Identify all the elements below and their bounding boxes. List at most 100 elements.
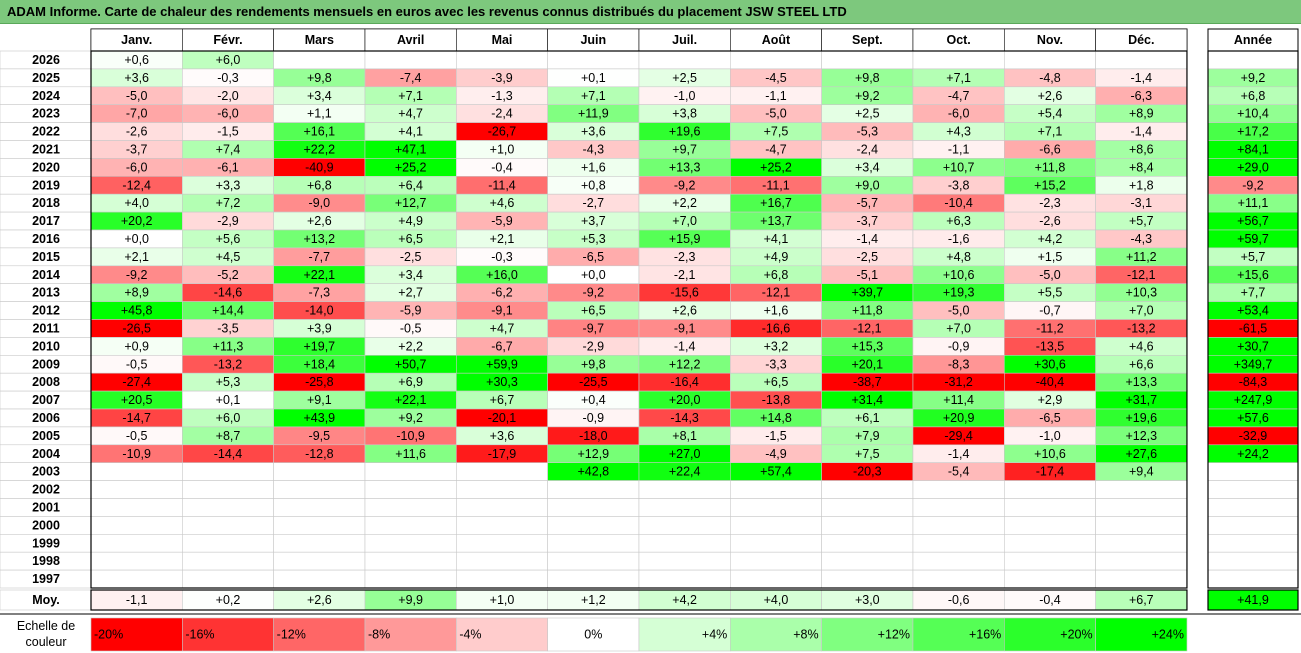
scale-label-line2: couleur <box>26 635 67 649</box>
cell-value: +6,9 <box>398 375 423 389</box>
cell-value: -2,6 <box>1039 214 1061 228</box>
cell-value: +1,8 <box>1129 178 1154 192</box>
cell-value: +5,3 <box>216 375 241 389</box>
cell-value: -9,1 <box>491 304 513 318</box>
year-label: 2013 <box>32 286 60 300</box>
cell-value: -5,2 <box>217 268 239 282</box>
heatmap-cell <box>273 462 366 481</box>
cell-value: +4,9 <box>398 214 423 228</box>
year-total-value: +6,8 <box>1241 89 1266 103</box>
heatmap-cell <box>1003 569 1096 589</box>
cell-value: +22,1 <box>395 393 427 407</box>
cell-value: +4,7 <box>398 107 423 121</box>
avg-value: +1,0 <box>490 593 515 607</box>
month-header-label: Janv. <box>121 33 152 47</box>
cell-value: +9,7 <box>672 142 697 156</box>
cell-value: +8,9 <box>1129 107 1154 121</box>
cell-value: -1,4 <box>1131 71 1153 85</box>
heatmap-cell <box>821 569 914 589</box>
heatmap-cell <box>821 533 914 553</box>
heatmap-cell <box>456 533 548 553</box>
cell-value: -6,7 <box>491 339 513 353</box>
heatmap-cell <box>456 551 548 571</box>
year-total-cell <box>1207 480 1299 499</box>
cell-value: +4,5 <box>216 250 241 264</box>
month-header-label: Févr. <box>213 33 242 47</box>
cell-value: +18,4 <box>304 357 336 371</box>
year-total-value: +17,2 <box>1237 125 1269 139</box>
cell-value: -1,4 <box>857 232 879 246</box>
cell-value: -12,8 <box>305 447 334 461</box>
heatmap-cell <box>364 533 457 553</box>
year-total-value: +57,6 <box>1237 411 1269 425</box>
cell-value: +22,1 <box>304 268 336 282</box>
year-total-value: +9,2 <box>1241 71 1266 85</box>
cell-value: +6,1 <box>855 411 880 425</box>
cell-value: +8,6 <box>1129 142 1154 156</box>
year-total-value: +24,2 <box>1237 447 1269 461</box>
avg-total-value: +41,9 <box>1237 593 1269 607</box>
cell-value: +31,4 <box>851 393 883 407</box>
cell-value: -4,5 <box>765 71 787 85</box>
heatmap-cell <box>912 533 1005 553</box>
cell-value: -6,0 <box>948 107 970 121</box>
cell-value: +11,9 <box>578 107 609 121</box>
year-total-value: +29,0 <box>1237 160 1269 174</box>
cell-value: -5,3 <box>857 125 879 139</box>
cell-value: +13,3 <box>1125 375 1157 389</box>
cell-value: -1,5 <box>765 429 787 443</box>
cell-value: -5,4 <box>948 465 970 479</box>
scale-swatch <box>182 617 274 652</box>
cell-value: +7,1 <box>581 89 606 103</box>
cell-value: -13,5 <box>1036 339 1065 353</box>
cell-value: -0,4 <box>491 160 513 174</box>
cell-value: +13,7 <box>760 214 792 228</box>
year-total-value: +59,7 <box>1237 232 1269 246</box>
year-label: 1999 <box>32 536 60 550</box>
avg-value: -0,4 <box>1039 593 1061 607</box>
month-header-label: Avril <box>397 33 424 47</box>
cell-value: +3,2 <box>764 339 789 353</box>
heatmap-cell <box>90 480 183 499</box>
cell-value: +9,1 <box>307 393 332 407</box>
cell-value: +27,6 <box>1125 447 1157 461</box>
cell-value: +25,2 <box>395 160 427 174</box>
cell-value: -3,1 <box>1131 196 1153 210</box>
cell-value: -5,0 <box>126 89 148 103</box>
cell-value: -0,5 <box>126 429 148 443</box>
year-total-cell <box>1207 551 1299 571</box>
heatmap-cell <box>547 569 640 589</box>
cell-value: +13,2 <box>304 232 336 246</box>
heatmap-cell <box>456 480 548 499</box>
cell-value: +13,3 <box>669 160 701 174</box>
cell-value: -1,1 <box>765 89 787 103</box>
heatmap-cell <box>730 516 822 535</box>
cell-value: +4,0 <box>124 196 149 210</box>
cell-value: -14,4 <box>214 447 243 461</box>
cell-value: +2,6 <box>672 304 697 318</box>
cell-value: +9,8 <box>855 71 880 85</box>
cell-value: +4,7 <box>490 321 515 335</box>
cell-value: +6,5 <box>764 375 789 389</box>
avg-value: -1,1 <box>126 593 148 607</box>
year-total-value: +5,7 <box>1241 250 1266 264</box>
cell-value: +12,3 <box>1125 429 1157 443</box>
cell-value: +19,6 <box>669 125 701 139</box>
cell-value: +4,6 <box>1129 339 1154 353</box>
cell-value: -14,7 <box>122 411 151 425</box>
year-label: 2017 <box>32 214 60 228</box>
cell-value: +4,2 <box>1038 232 1063 246</box>
cell-value: +39,7 <box>851 286 883 300</box>
cell-value: +3,7 <box>581 214 606 228</box>
month-header-label: Oct. <box>946 33 970 47</box>
cell-value: +1,0 <box>490 142 515 156</box>
cell-value: -12,1 <box>1127 268 1156 282</box>
heatmap-cell <box>1003 551 1096 571</box>
heatmap-cell <box>364 50 457 70</box>
cell-value: +30,6 <box>1034 357 1066 371</box>
cell-value: +31,7 <box>1125 393 1157 407</box>
heatmap-cell <box>821 480 914 499</box>
heatmap-cell <box>1003 50 1096 70</box>
cell-value: -12,1 <box>853 321 882 335</box>
heatmap-cell <box>1095 533 1188 553</box>
